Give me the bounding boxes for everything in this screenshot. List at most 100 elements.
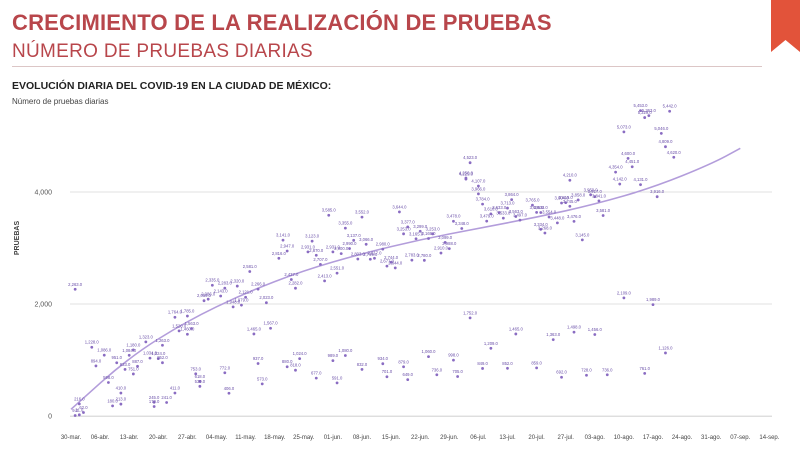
data-label: 411.0 bbox=[170, 385, 181, 390]
data-label: 951.0 bbox=[111, 355, 122, 360]
data-label: 753.0 bbox=[190, 366, 201, 371]
data-point bbox=[418, 229, 422, 233]
data-point bbox=[481, 202, 484, 206]
data-point bbox=[572, 219, 576, 223]
data-label: 3,858.0 bbox=[571, 192, 586, 197]
data-label: 5,329.0 bbox=[638, 110, 653, 115]
x-tick-label: 04-may. bbox=[206, 435, 228, 441]
data-label: 2,266.0 bbox=[251, 282, 266, 287]
data-point bbox=[327, 213, 331, 217]
data-point bbox=[422, 258, 426, 262]
data-point bbox=[510, 198, 514, 202]
data-label: 3,141.0 bbox=[276, 233, 291, 238]
data-label: 3,448.0 bbox=[550, 215, 565, 220]
data-label: 2,980.0 bbox=[376, 242, 391, 247]
data-label: 2,437.0 bbox=[284, 272, 299, 277]
data-label: 736.0 bbox=[602, 367, 613, 372]
data-point bbox=[431, 232, 435, 236]
data-label: 1,263.0 bbox=[155, 338, 170, 343]
data-point bbox=[294, 368, 297, 372]
data-label: 1,465.0 bbox=[247, 326, 262, 331]
data-point bbox=[639, 183, 642, 187]
data-point bbox=[252, 332, 256, 336]
data-label: 4,250.0 bbox=[459, 171, 474, 176]
data-point bbox=[630, 165, 634, 169]
data-label: 2,870.0 bbox=[309, 248, 324, 253]
data-point bbox=[664, 351, 667, 355]
data-point bbox=[597, 199, 601, 203]
data-label: 3,533.0 bbox=[496, 211, 511, 216]
data-label: 879.0 bbox=[398, 359, 409, 364]
data-point bbox=[539, 211, 543, 214]
x-tick-label: 01-jun. bbox=[324, 435, 343, 441]
data-label: 245.0 bbox=[149, 395, 160, 400]
data-point bbox=[514, 215, 518, 218]
x-tick-label: 27-jul. bbox=[558, 435, 575, 441]
data-label: 2,900.0 bbox=[334, 246, 349, 251]
data-label: 1,465.0 bbox=[509, 326, 524, 331]
x-tick-label: 30-mar. bbox=[61, 435, 82, 441]
y-tick-label: 0 bbox=[48, 414, 52, 421]
data-point bbox=[402, 365, 405, 369]
data-point bbox=[439, 251, 443, 255]
x-tick-label: 17-ago. bbox=[643, 435, 664, 441]
x-tick-label: 29-jun. bbox=[440, 435, 459, 441]
data-point bbox=[398, 210, 401, 214]
data-label: 649.0 bbox=[402, 372, 413, 377]
data-label: 2,990.0 bbox=[343, 241, 358, 246]
data-point bbox=[580, 238, 584, 242]
data-point bbox=[435, 373, 439, 377]
data-label: 4,620.0 bbox=[667, 150, 682, 155]
data-label: 849.0 bbox=[477, 361, 488, 366]
data-label: 4,600.0 bbox=[621, 151, 636, 156]
data-label: 2,910.0 bbox=[434, 246, 449, 251]
data-label: 170.0 bbox=[149, 399, 160, 404]
data-point bbox=[360, 368, 364, 371]
data-point bbox=[306, 250, 310, 254]
chart-title: EVOLUCIÓN DIARIA DEL COVID-19 EN LA CIUD… bbox=[12, 80, 332, 92]
data-label: 1,456.0 bbox=[588, 327, 603, 332]
data-label: 4,809.0 bbox=[658, 139, 673, 144]
data-point bbox=[427, 237, 430, 240]
data-point bbox=[331, 250, 335, 254]
data-label: 772.0 bbox=[220, 365, 231, 370]
data-label: 998.0 bbox=[448, 353, 459, 358]
data-label: 1,323.0 bbox=[139, 334, 154, 339]
data-point bbox=[452, 219, 455, 223]
data-label: 2,263.0 bbox=[68, 282, 83, 287]
page-subtitle: NÚMERO DE PRUEBAS DIARIAS bbox=[12, 41, 313, 62]
data-label: 410.0 bbox=[116, 386, 127, 391]
data-point bbox=[668, 109, 672, 113]
data-point bbox=[605, 373, 609, 377]
data-point bbox=[173, 391, 177, 395]
data-label: 1,979.0 bbox=[234, 298, 249, 303]
data-point bbox=[173, 315, 177, 319]
data-label: 5,073.0 bbox=[617, 124, 632, 129]
data-label: 3,169.0 bbox=[422, 231, 437, 236]
data-label: 3,268.0 bbox=[538, 225, 553, 230]
data-label: 3,066.0 bbox=[359, 237, 374, 242]
data-point bbox=[389, 260, 393, 264]
y-tick-label: 2,000 bbox=[34, 302, 52, 309]
data-label: 1,567.0 bbox=[264, 321, 279, 326]
data-point bbox=[131, 372, 135, 376]
data-point bbox=[506, 366, 509, 370]
data-label: 1,498.0 bbox=[567, 325, 582, 330]
data-label: 1,764.0 bbox=[168, 310, 183, 315]
data-label: 573.0 bbox=[257, 376, 268, 381]
data-label: 4,523.0 bbox=[463, 155, 478, 160]
data-point bbox=[572, 330, 576, 334]
data-point bbox=[385, 375, 389, 379]
data-label: 2,783.0 bbox=[405, 253, 420, 258]
data-label: 3,348.0 bbox=[455, 221, 470, 226]
data-point bbox=[127, 353, 131, 357]
data-point bbox=[468, 161, 472, 165]
data-point bbox=[593, 195, 597, 199]
data-point bbox=[385, 264, 389, 268]
data-label: 618.0 bbox=[195, 374, 206, 379]
data-point bbox=[260, 382, 264, 386]
data-label: 2,931.0 bbox=[326, 244, 341, 249]
data-label: 9.0 bbox=[72, 408, 78, 413]
data-label: 1,024.0 bbox=[293, 351, 308, 356]
